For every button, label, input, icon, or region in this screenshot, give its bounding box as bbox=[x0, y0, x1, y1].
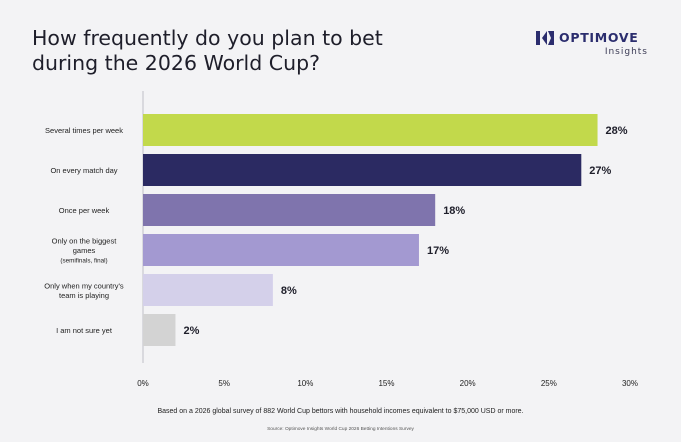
bar-5 bbox=[143, 274, 273, 306]
data-label-6: 2% bbox=[183, 325, 199, 337]
category-label-1: Several times per week bbox=[45, 126, 123, 135]
bar-4 bbox=[143, 234, 419, 266]
logo-subtitle: Insights bbox=[604, 47, 648, 57]
category-label-5: Only when my country's team is playing bbox=[44, 281, 124, 300]
category-label-6: I am not sure yet bbox=[56, 326, 113, 335]
data-label-5: 8% bbox=[281, 285, 297, 297]
data-label-1: 28% bbox=[606, 125, 628, 137]
x-tick-label-7: 30% bbox=[622, 379, 638, 388]
title-line-1: How frequently do you plan to bet bbox=[32, 26, 383, 50]
x-tick-label-2: 5% bbox=[218, 379, 230, 388]
data-label-4: 17% bbox=[427, 245, 449, 257]
title-line-2: during the 2026 World Cup? bbox=[32, 51, 320, 75]
data-label-2: 27% bbox=[589, 165, 611, 177]
category-label-4: Only on the biggest games (semifinals, fin… bbox=[52, 237, 118, 265]
category-label-3: Once per week bbox=[59, 206, 110, 215]
survey-footnote: Based on a 2026 global survey of 882 Wor… bbox=[157, 408, 524, 415]
category-label-2: On every match day bbox=[50, 166, 117, 175]
logo-name: OPTIMOVE bbox=[559, 30, 639, 45]
source-note: Source: Optimove Insights World Cup 2026… bbox=[267, 427, 414, 432]
bar-6 bbox=[143, 314, 176, 346]
chart-title: How frequently do you plan to bet during… bbox=[32, 26, 452, 76]
bar-3 bbox=[143, 194, 436, 226]
optimove-logo-icon bbox=[536, 31, 554, 45]
x-tick-label-5: 20% bbox=[460, 379, 476, 388]
x-tick-label-3: 10% bbox=[297, 379, 313, 388]
data-label-3: 18% bbox=[443, 205, 465, 217]
x-tick-label-4: 15% bbox=[378, 379, 394, 388]
bar-1 bbox=[143, 114, 598, 146]
x-tick-label-1: 0% bbox=[137, 379, 149, 388]
x-tick-label-6: 25% bbox=[541, 379, 557, 388]
bar-2 bbox=[143, 154, 582, 186]
optimove-logo: OPTIMOVE Insights bbox=[536, 31, 656, 61]
